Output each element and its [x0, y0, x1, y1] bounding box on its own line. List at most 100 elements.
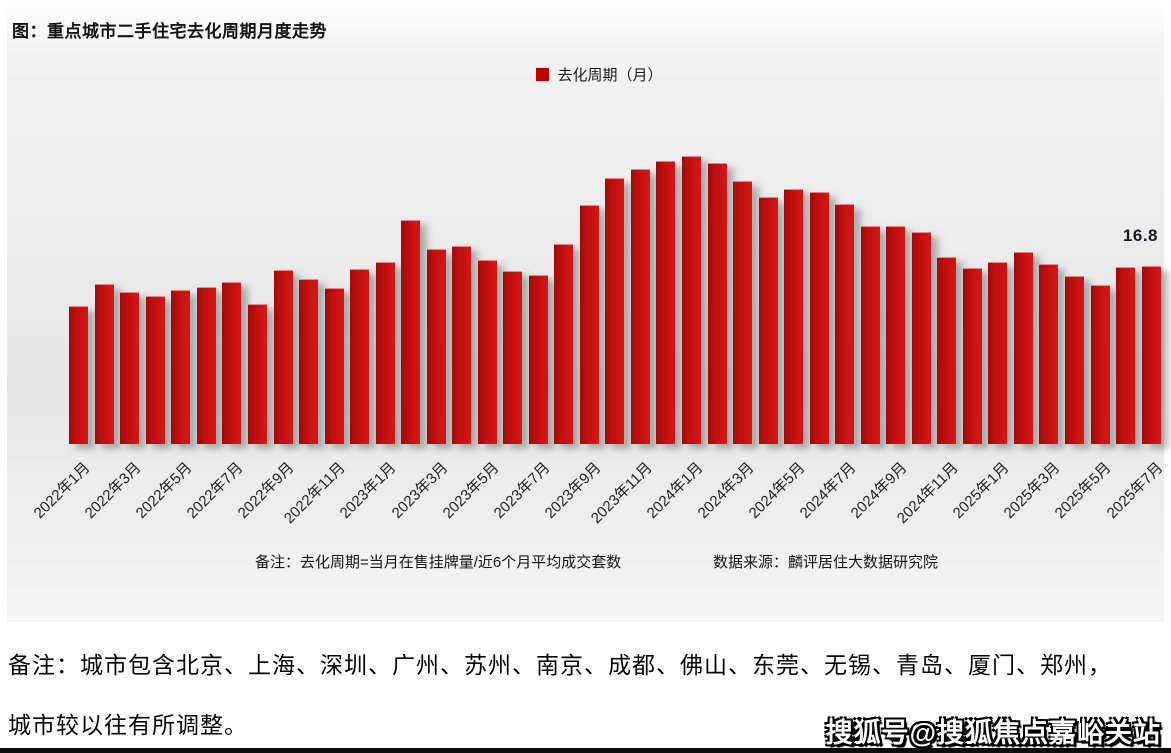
bar-slot — [270, 152, 296, 444]
bar — [222, 282, 242, 444]
bar-slot — [194, 152, 220, 444]
bar-slot — [806, 152, 832, 444]
bottom-edge-divider — [0, 748, 1171, 753]
bar-slot — [679, 152, 705, 444]
bar — [809, 192, 829, 444]
bar — [452, 246, 472, 444]
bar-slot — [577, 152, 603, 444]
bar — [247, 304, 267, 444]
bar-slot — [117, 152, 143, 444]
bar — [1039, 264, 1059, 444]
footer-note-line2: 城市较以往有所调整。 — [8, 713, 248, 738]
bar-slot — [832, 152, 858, 444]
bar — [784, 189, 804, 444]
watermark: 搜狐号@搜狐焦点嘉峪关站 — [825, 718, 1161, 748]
bar — [1141, 266, 1161, 444]
bar — [886, 226, 906, 444]
bar-slot — [423, 152, 449, 444]
bar — [937, 257, 957, 444]
legend: 去化周期（月） — [21, 64, 1171, 85]
bar-slot — [960, 152, 986, 444]
bar — [477, 260, 497, 444]
bar — [120, 292, 140, 444]
bar — [196, 287, 216, 444]
bar — [1064, 276, 1084, 444]
last-value-label: 16.8 — [1122, 226, 1158, 245]
bars — [66, 152, 1164, 444]
chart-card: 图：重点城市二手住宅去化周期月度走势 去化周期（月） 2022年1月 2022年3… — [7, 7, 1166, 622]
bar — [503, 271, 523, 444]
bar-slot — [857, 152, 883, 444]
bar-slot — [985, 152, 1011, 444]
bar-slot — [1138, 152, 1164, 444]
bar-slot — [449, 152, 475, 444]
bar — [554, 244, 574, 444]
bar-slot — [92, 152, 118, 444]
bar — [401, 220, 421, 444]
bar — [350, 269, 370, 444]
bar — [1116, 267, 1136, 444]
bar-slot — [475, 152, 501, 444]
bar — [630, 169, 650, 444]
bar — [324, 288, 344, 444]
bar — [835, 204, 855, 444]
bar-slot — [245, 152, 271, 444]
bar-slot — [883, 152, 909, 444]
footer-note-line1: 备注：城市包含北京、上海、深圳、广州、苏州、南京、成都、佛山、东莞、无锡、青岛、… — [8, 653, 1112, 678]
bar — [758, 197, 778, 444]
bar — [299, 279, 319, 444]
bar-slot — [168, 152, 194, 444]
bar — [1090, 285, 1110, 444]
bar — [962, 268, 982, 444]
bar-slot — [398, 152, 424, 444]
bar-slot — [755, 152, 781, 444]
bar — [145, 296, 165, 444]
bar-slot — [526, 152, 552, 444]
bar-slot — [909, 152, 935, 444]
bar-slot — [628, 152, 654, 444]
bar-slot — [781, 152, 807, 444]
bar — [733, 181, 753, 444]
chart-note-source: 数据来源：麟评居住大数据研究院 — [713, 554, 939, 571]
x-axis-labels: 2022年1月 2022年3月 2022年5月 2022年7月 2022年9月 2022年… — [31, 444, 1166, 530]
bar-slot — [934, 152, 960, 444]
bar — [69, 306, 89, 444]
bar — [1013, 252, 1033, 444]
bar-slot — [1011, 152, 1037, 444]
bar — [605, 178, 625, 444]
bar — [988, 262, 1008, 444]
legend-label: 去化周期（月） — [557, 67, 663, 84]
bar-slot — [347, 152, 373, 444]
bar-slot — [551, 152, 577, 444]
bar — [94, 284, 114, 444]
bar-slot — [372, 152, 398, 444]
chart-note-definition: 备注：去化周期=当月在售挂牌量/近6个月平均成交套数 — [255, 554, 622, 571]
bar-slot — [1036, 152, 1062, 444]
bar — [528, 275, 548, 444]
bar — [860, 226, 880, 444]
bar-slot — [704, 152, 730, 444]
bar — [682, 156, 702, 444]
bar-slot — [296, 152, 322, 444]
bar — [707, 163, 727, 444]
bar-slot — [1113, 152, 1139, 444]
bar-slot — [1087, 152, 1113, 444]
bar-slot — [500, 152, 526, 444]
bar-slot — [219, 152, 245, 444]
legend-swatch-icon — [536, 68, 550, 81]
bar-slot — [143, 152, 169, 444]
bar-slot — [321, 152, 347, 444]
bar-slot — [66, 152, 92, 444]
bar-slot — [602, 152, 628, 444]
bar — [426, 249, 446, 444]
bar — [375, 262, 395, 444]
plot-area: 2022年1月 2022年3月 2022年5月 2022年7月 2022年9月 2022年… — [31, 152, 1166, 527]
bar — [911, 232, 931, 444]
bar — [656, 161, 676, 444]
bar — [171, 290, 191, 444]
bar-slot — [653, 152, 679, 444]
bar-slot — [730, 152, 756, 444]
chart-title: 图：重点城市二手住宅去化周期月度走势 — [12, 22, 327, 41]
bar — [579, 205, 599, 444]
bar-slot — [1062, 152, 1088, 444]
